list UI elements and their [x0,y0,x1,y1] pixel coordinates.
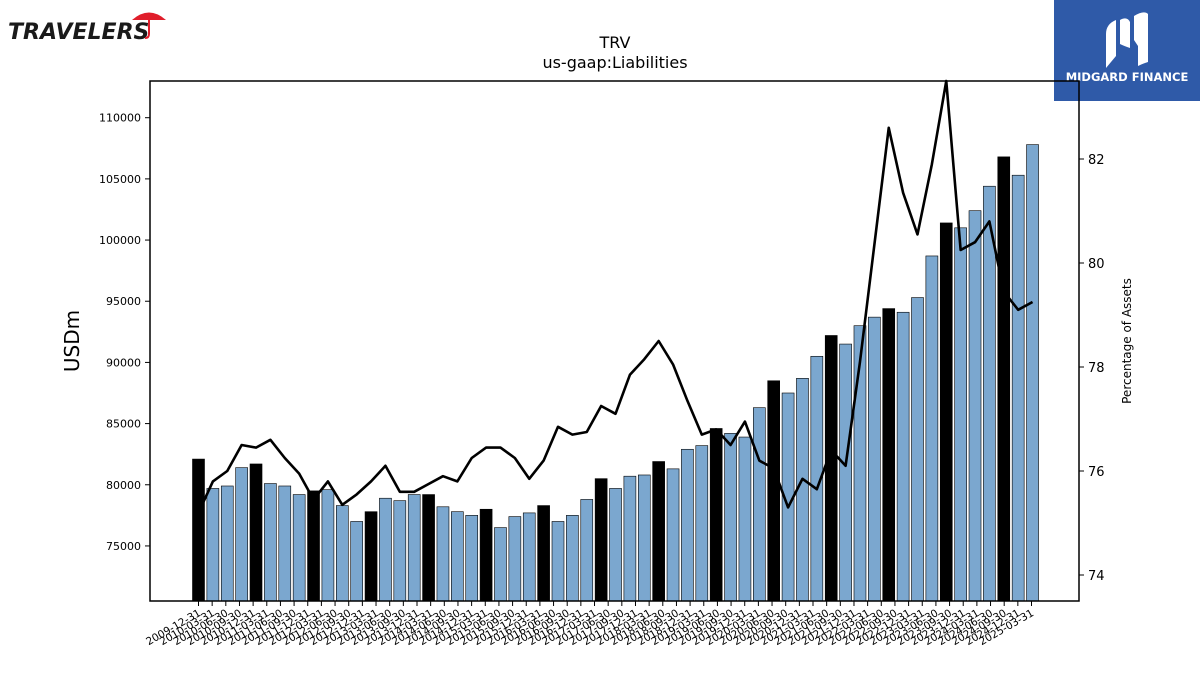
y-axis-label: USDm [60,310,84,372]
bar [335,505,349,602]
bar [364,511,378,602]
bar [882,308,896,602]
bar [666,468,680,602]
y2-tick-label: 82 [1088,153,1105,168]
bar [422,494,435,602]
midgard-logo-text: MIDGARD FINANCE [1066,70,1189,84]
bar [1026,144,1039,602]
midgard-mark-icon [1106,12,1148,68]
bar [551,521,565,602]
bar [839,343,852,602]
bar [1011,174,1025,602]
x-axis: 2009-12-312010-03-312010-06-302010-09-30… [144,601,1036,648]
umbrella-icon [132,12,166,39]
y-tick-label: 75000 [106,540,141,553]
y-tick-label: 105000 [99,173,141,186]
y2-tick-label: 74 [1088,569,1105,584]
bar [278,485,292,602]
bar [307,490,320,602]
bar [637,474,651,602]
bar [652,461,665,602]
bar [264,483,277,602]
bar [911,297,924,602]
bar [350,521,363,602]
bar [709,428,723,602]
bar [508,516,522,602]
y2-axis-label: Percentage of Assets [1120,278,1134,404]
bar [824,335,838,602]
y-tick-label: 85000 [106,418,141,431]
y2-tick-label: 80 [1088,257,1105,272]
bar [522,512,536,602]
bar [753,407,766,602]
bar [321,489,335,602]
bar [738,436,752,602]
y-tick-label: 100000 [99,234,141,247]
travelers-logo: TRAVELERS [8,6,178,46]
bar [192,458,205,602]
y2-axis: 74 76 78 80 82 [1079,153,1105,584]
bar [968,210,982,602]
bar [407,494,421,602]
y-tick-label: 80000 [106,479,141,492]
bar [594,478,608,602]
bar [292,494,306,602]
plot-frame [149,80,1080,602]
y-tick-label: 90000 [106,356,141,369]
bar [436,506,450,602]
y-axis: 75000 80000 85000 90000 95000 100000 105000 110… [99,112,150,553]
bar [393,500,407,602]
bar [997,156,1011,602]
bar [465,515,479,602]
line-layer [197,79,1034,514]
bar [868,316,881,602]
bar [767,380,781,602]
bar [695,445,709,602]
y-tick-label: 95000 [106,295,141,308]
bar [580,499,594,602]
bar [623,475,637,602]
bar [235,467,248,602]
chart-title: TRV [599,33,631,52]
bar [379,497,392,602]
bars-layer [192,144,1039,602]
travelers-logo-text: TRAVELERS [8,20,149,45]
bar [451,511,464,602]
bar [925,255,939,602]
bar [896,311,910,602]
bar [939,222,953,602]
y-tick-label: 110000 [99,112,141,125]
bar [494,527,507,602]
bar [566,515,579,602]
bar [537,505,550,602]
bar [249,463,263,602]
percentage-line [197,79,1034,514]
bar [681,448,694,602]
y2-tick-label: 78 [1088,361,1105,376]
y2-tick-label: 76 [1088,465,1105,480]
chart-subtitle: us-gaap:Liabilities [542,53,687,72]
bar [220,485,234,602]
bar [724,433,737,602]
bar [206,488,220,602]
bar [479,508,493,602]
bar [954,227,967,602]
bar [983,185,996,602]
bar [609,488,622,602]
